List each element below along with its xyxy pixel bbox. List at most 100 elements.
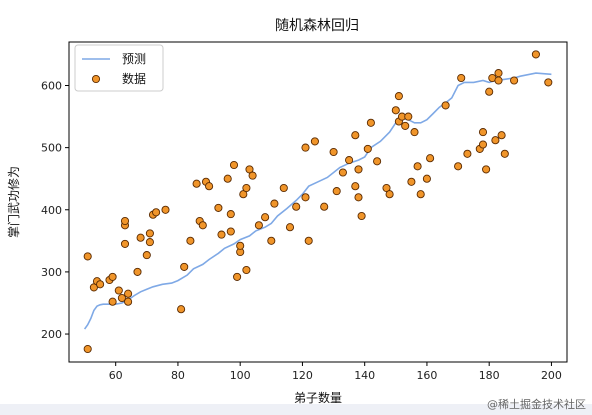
data-point — [226, 227, 235, 236]
data-point — [329, 147, 338, 157]
data-point — [124, 289, 133, 298]
y-axis-ticks: 200 300 400 500 600 — [41, 79, 69, 341]
data-point — [457, 73, 466, 83]
data-point — [292, 202, 301, 211]
data-point — [124, 297, 133, 306]
data-point — [198, 221, 207, 230]
data-point — [242, 183, 251, 193]
data-point — [478, 140, 488, 149]
x-tick-label: 80 — [171, 369, 185, 382]
x-axis-ticks: 60 80 100 120 140 160 180 200 — [109, 362, 562, 382]
data-point — [391, 106, 400, 115]
data-point — [83, 252, 92, 261]
data-point — [351, 182, 360, 191]
data-point — [531, 50, 540, 59]
x-tick-label: 200 — [541, 369, 562, 382]
data-point — [407, 177, 416, 186]
data-point — [226, 210, 235, 219]
data-point — [413, 162, 422, 171]
data-point — [217, 230, 226, 239]
data-point — [426, 154, 435, 163]
data-point — [136, 233, 145, 242]
data-point — [404, 112, 413, 121]
data-point — [301, 193, 310, 202]
data-point — [422, 174, 431, 183]
legend-box — [74, 44, 164, 92]
data-point — [214, 203, 223, 212]
data-point — [152, 208, 161, 217]
data-point — [482, 165, 491, 174]
watermark-text: @稀土掘金技术社区 — [487, 398, 586, 411]
legend-point-swatch — [91, 74, 101, 84]
data-point — [401, 121, 410, 130]
data-point — [357, 211, 366, 221]
data-point — [366, 118, 375, 127]
data-point — [416, 190, 425, 199]
data-point — [454, 162, 463, 171]
data-point — [310, 137, 319, 146]
data-point — [96, 280, 105, 289]
x-tick-label: 160 — [416, 369, 437, 382]
data-point — [120, 216, 130, 226]
data-point — [410, 128, 419, 137]
y-tick-label: 200 — [41, 328, 62, 341]
data-point — [441, 101, 450, 110]
data-point — [177, 305, 186, 314]
data-point — [463, 149, 472, 158]
data-point — [301, 143, 310, 152]
data-point — [223, 174, 232, 183]
data-point — [142, 251, 151, 260]
data-point — [332, 187, 341, 196]
legend: 预测 数据 — [74, 44, 164, 92]
data-point — [242, 265, 251, 275]
y-tick-label: 500 — [41, 142, 62, 155]
legend-label-prediction: 预测 — [122, 52, 146, 66]
data-point — [354, 165, 363, 174]
data-point — [494, 76, 503, 85]
plot-frame — [68, 41, 568, 363]
data-point — [108, 272, 117, 281]
data-point — [236, 241, 245, 250]
data-point — [145, 229, 154, 238]
data-point — [117, 293, 126, 303]
x-tick-label: 140 — [354, 369, 375, 382]
y-tick-label: 300 — [41, 266, 62, 279]
data-point — [248, 171, 257, 180]
data-point — [500, 149, 509, 158]
data-point — [510, 76, 519, 85]
data-point — [320, 202, 329, 211]
prediction-line — [83, 72, 552, 330]
data-point — [114, 286, 123, 295]
data-point — [233, 272, 242, 281]
x-tick-label: 60 — [109, 369, 123, 382]
data-point — [345, 156, 354, 165]
data-point — [205, 182, 214, 191]
data-point — [351, 131, 360, 140]
data-point — [270, 199, 279, 208]
x-axis-label: 弟子数量 — [294, 390, 342, 405]
y-tick-label: 400 — [41, 204, 62, 217]
data-point — [304, 236, 313, 245]
data-point — [373, 157, 382, 166]
x-tick-label: 180 — [479, 369, 500, 382]
data-point — [494, 69, 503, 78]
data-point — [120, 239, 130, 248]
bottom-strip — [0, 404, 592, 415]
data-point — [478, 128, 488, 137]
series-layer — [83, 50, 553, 354]
y-axis-label: 掌门武功修为 — [6, 166, 21, 238]
y-tick-label: 600 — [41, 79, 62, 92]
data-point — [83, 344, 92, 354]
data-point — [544, 78, 553, 87]
data-point — [133, 267, 142, 276]
data-point — [108, 297, 117, 306]
data-point — [279, 183, 288, 193]
data-point — [161, 205, 170, 214]
legend-label-data: 数据 — [122, 71, 146, 86]
data-point — [192, 179, 201, 188]
data-point — [285, 223, 295, 232]
x-tick-label: 100 — [230, 369, 251, 382]
data-point — [338, 168, 347, 177]
data-point — [491, 136, 500, 145]
